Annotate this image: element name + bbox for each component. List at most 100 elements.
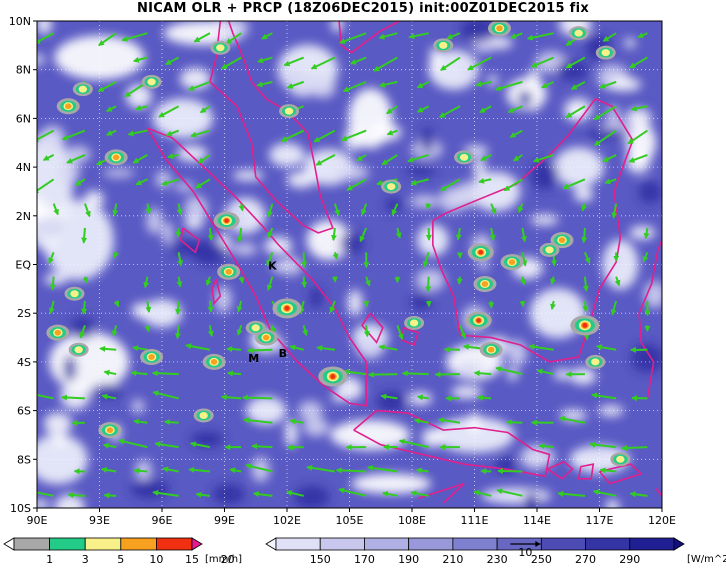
colorbar-level-label: 210 <box>442 553 463 566</box>
cloud-patch <box>280 256 303 276</box>
wind-vector <box>37 491 54 497</box>
cloud-patch <box>288 74 318 98</box>
colorbar-level-label: 290 <box>619 553 640 566</box>
wind-vector <box>637 32 648 39</box>
colorbar-swatch <box>155 537 193 551</box>
deep-clear-patch <box>63 355 77 382</box>
wind-vector <box>602 32 617 42</box>
wind-vector <box>313 129 336 143</box>
precip-cell <box>210 359 218 365</box>
wind-vector <box>37 32 55 44</box>
cloud-patch <box>310 77 336 99</box>
colorbar-level-label: 150 <box>310 553 331 566</box>
wind-vector <box>381 491 398 497</box>
coastline <box>418 482 465 504</box>
lon-label: 117E <box>586 514 614 527</box>
wind-vector <box>473 489 492 497</box>
wind-vector <box>507 105 523 113</box>
cloud-patch <box>605 499 620 508</box>
wind-vector <box>103 492 117 499</box>
cloud-patch <box>553 147 604 188</box>
wind-vector <box>562 178 586 190</box>
wind-vector <box>315 154 336 166</box>
wind-vector <box>380 393 398 400</box>
wind-vector <box>132 345 148 352</box>
wind-vector <box>550 300 556 311</box>
wind-vector <box>378 32 398 40</box>
deep-clear-patch <box>70 316 95 340</box>
wind-vector <box>550 276 556 285</box>
wind-vector <box>152 390 179 400</box>
wind-vector <box>521 252 528 267</box>
cloud-patch <box>161 221 174 245</box>
wind-vector <box>356 154 367 162</box>
precip-cell <box>216 44 225 52</box>
site-markers: K M B <box>248 259 287 365</box>
cloud-patch <box>415 268 446 292</box>
wind-vector <box>251 443 273 450</box>
wind-vector <box>614 276 621 287</box>
wind-vector <box>338 487 367 497</box>
wind-vector <box>339 32 367 44</box>
precip-cell <box>481 281 489 287</box>
deep-clear-patch <box>385 197 403 213</box>
wind-vector <box>175 227 182 238</box>
wind-vector <box>363 300 370 308</box>
wind-vector <box>226 346 242 353</box>
wind-vector <box>329 300 336 314</box>
wind-vector <box>48 300 55 315</box>
wind-vector <box>557 490 586 497</box>
wind-vector <box>158 105 180 118</box>
wind-vector <box>133 467 148 474</box>
wind-vector <box>193 32 211 43</box>
wind-vector <box>167 153 179 160</box>
cloud-patch <box>573 186 594 202</box>
colorbar-swatch <box>629 537 675 551</box>
lon-label: 102E <box>273 514 301 527</box>
precip-colorbar: 1 3 5 10 15 20[mm/h] <box>3 537 242 566</box>
coastline <box>432 97 634 363</box>
deep-clear-patch <box>293 485 330 508</box>
colorbar-swatch <box>452 537 498 551</box>
wind-vector <box>386 129 398 136</box>
wind-vector <box>298 300 305 315</box>
wind-vector <box>266 276 274 292</box>
wind-vector <box>197 154 211 164</box>
precip-cell <box>251 324 260 332</box>
coastline <box>179 227 201 254</box>
wind-vector <box>366 465 398 473</box>
wind-vector <box>37 129 55 142</box>
cloud-patch <box>37 53 46 66</box>
wind-vector <box>100 466 117 473</box>
wind-vector <box>134 104 148 111</box>
precip-cell <box>106 427 114 433</box>
precip-cell <box>574 29 583 37</box>
wind-vector <box>538 443 554 450</box>
wind-vector <box>145 203 152 215</box>
colorbar-left-tip <box>3 537 15 551</box>
wind-vector <box>595 344 617 351</box>
cloud-patch <box>65 145 91 163</box>
wind-vector <box>145 300 152 313</box>
precip-cell <box>147 78 156 86</box>
precip-cell <box>558 237 566 243</box>
deep-clear-patch <box>91 384 123 399</box>
wind-vector <box>306 464 336 473</box>
wind-vector <box>381 154 398 166</box>
precip-cell <box>386 183 396 191</box>
colorbar-level-label: 20 <box>221 553 235 566</box>
cloud-patch <box>135 459 152 481</box>
wind-vector <box>177 252 184 267</box>
wind-vector <box>480 468 492 475</box>
cloud-patch <box>487 73 499 88</box>
colorbar-swatch <box>364 537 410 551</box>
wind-vector <box>530 56 555 68</box>
wind-vector <box>189 441 211 449</box>
precip-cell <box>616 455 625 463</box>
cloud-patch <box>54 494 85 508</box>
wind-vector <box>111 325 118 337</box>
wind-vector <box>82 276 89 284</box>
colorbar-swatch <box>585 537 631 551</box>
wind-vector <box>401 370 429 377</box>
deep-clear-patch <box>523 492 539 508</box>
